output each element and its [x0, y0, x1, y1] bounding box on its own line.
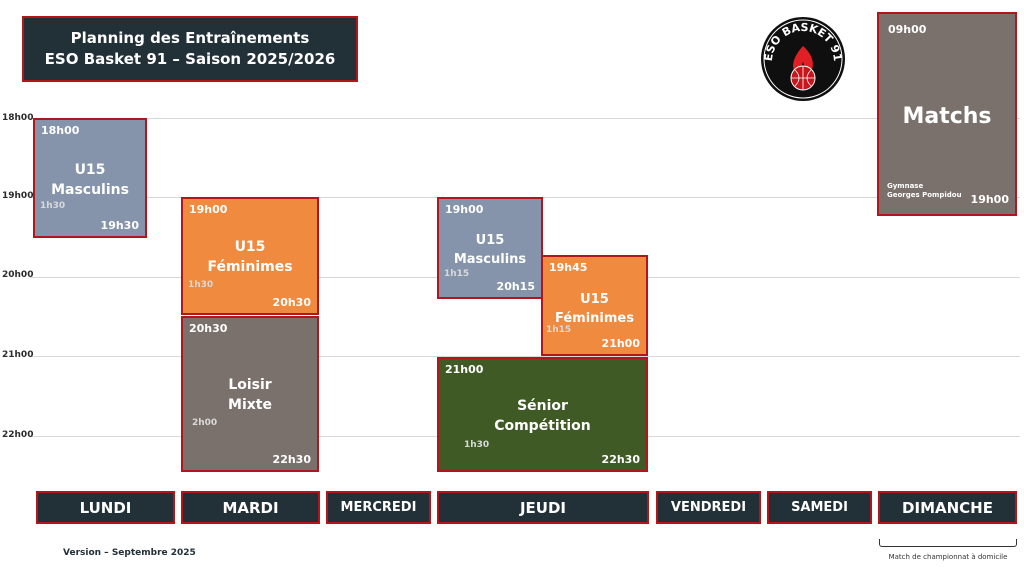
- session-duration: 1h15: [546, 325, 572, 335]
- venue-line1: Gymnase: [887, 182, 924, 190]
- day-lundi: LUNDI: [36, 491, 175, 524]
- session-name-line1: Loisir: [228, 377, 272, 393]
- grid-line-21h: [30, 356, 1020, 357]
- session-end: 22h30: [272, 453, 311, 466]
- club-logo: ESO BASKET 91: [761, 17, 845, 101]
- session-name: U15 Féminimes: [543, 290, 646, 328]
- session-name-line2: Féminimes: [207, 259, 293, 275]
- basketball-flame-icon: [790, 46, 816, 91]
- session-end: 19h00: [970, 193, 1009, 206]
- session-name: U15 Masculins: [439, 231, 541, 269]
- venue-line2: Georges Pompidou: [887, 191, 962, 199]
- session-duration: 1h30: [40, 201, 66, 211]
- day-mercredi: MERCREDI: [326, 491, 431, 524]
- session-start: 19h00: [189, 203, 228, 216]
- session-name-line2: Féminimes: [555, 311, 634, 326]
- day-mardi: MARDI: [181, 491, 320, 524]
- session-start: 20h30: [189, 322, 228, 335]
- dimanche-bracket: [879, 539, 1017, 547]
- session-duration: 1h30: [188, 280, 214, 290]
- dimanche-note: Match de championnat à domicile: [888, 553, 1008, 561]
- session-name-line1: U15: [475, 233, 505, 248]
- title-line-2: ESO Basket 91 – Saison 2025/2026: [44, 50, 336, 68]
- session-start: 09h00: [888, 23, 927, 36]
- session-name: U15 Féminimes: [183, 237, 317, 277]
- hour-label-22: 22h00: [2, 430, 34, 440]
- session-start: 18h00: [41, 124, 80, 137]
- session-name: Sénior Compétition: [439, 396, 646, 436]
- session-jeudi-u15-masculins[interactable]: 19h00 U15 Masculins 1h15 20h15: [437, 197, 543, 299]
- session-title: Matchs: [902, 104, 992, 129]
- session-mardi-u15-feminimes[interactable]: 19h00 U15 Féminimes 1h30 20h30: [181, 197, 319, 315]
- day-vendredi: VENDREDI: [656, 491, 761, 524]
- version-label: Version – Septembre 2025: [63, 548, 196, 558]
- session-lundi-u15-masculins[interactable]: 18h00 U15 Masculins 1h30 19h30: [33, 118, 147, 238]
- session-start: 19h45: [549, 261, 588, 274]
- session-start: 19h00: [445, 203, 484, 216]
- day-jeudi: JEUDI: [437, 491, 649, 524]
- session-name: Loisir Mixte: [183, 375, 317, 415]
- title-line-1: Planning des Entraînements: [70, 29, 310, 47]
- session-jeudi-u15-feminimes[interactable]: 19h45 U15 Féminimes 1h15 21h00: [541, 255, 648, 356]
- hour-label-21: 21h00: [2, 350, 34, 360]
- session-name-line1: U15: [580, 292, 609, 307]
- session-duration: 1h15: [444, 269, 470, 279]
- session-name-line2: Masculins: [51, 182, 129, 198]
- session-end: 21h00: [601, 337, 640, 350]
- session-name-line2: Mixte: [228, 397, 272, 413]
- hour-label-19: 19h00: [2, 191, 34, 201]
- session-mardi-loisir-mixte[interactable]: 20h30 Loisir Mixte 2h00 22h30: [181, 316, 319, 472]
- hour-label-20: 20h00: [2, 270, 34, 280]
- day-samedi: SAMEDI: [767, 491, 872, 524]
- session-end: 22h30: [601, 453, 640, 466]
- session-jeudi-senior-competition[interactable]: 21h00 Sénior Compétition 1h30 22h30: [437, 357, 648, 472]
- session-end: 20h30: [272, 296, 311, 309]
- session-name-line1: Sénior: [517, 398, 568, 414]
- grid-line-18h: [30, 118, 1020, 119]
- session-duration: 2h00: [192, 418, 218, 428]
- session-name-line2: Compétition: [494, 418, 591, 434]
- session-name-line1: U15: [74, 162, 106, 178]
- session-name: U15 Masculins: [35, 160, 145, 200]
- session-dimanche-matchs[interactable]: 09h00 Matchs Gymnase Georges Pompidou 19…: [877, 12, 1017, 216]
- day-dimanche: DIMANCHE: [878, 491, 1017, 524]
- session-name-line1: U15: [234, 239, 266, 255]
- session-start: 21h00: [445, 363, 484, 376]
- page-title: Planning des Entraînements ESO Basket 91…: [22, 16, 358, 82]
- session-venue: Gymnase Georges Pompidou: [887, 182, 962, 200]
- session-end: 19h30: [100, 219, 139, 232]
- session-name-line2: Masculins: [453, 252, 527, 267]
- session-duration: 1h30: [464, 440, 490, 450]
- session-end: 20h15: [496, 280, 535, 293]
- hour-label-18: 18h00: [2, 113, 34, 123]
